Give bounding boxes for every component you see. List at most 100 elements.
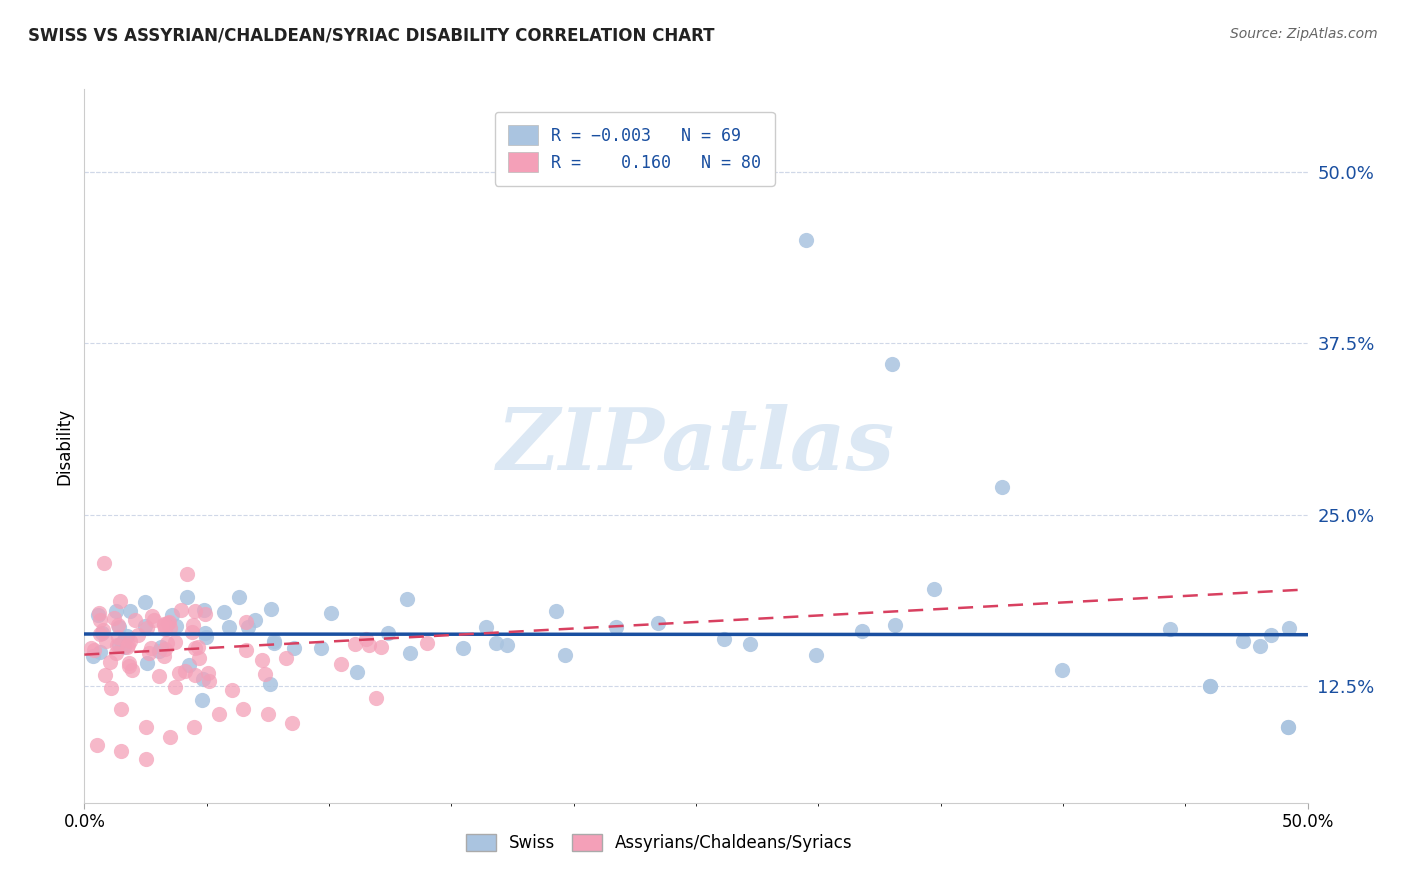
Point bbox=[346, 665, 368, 679]
Point bbox=[1260, 628, 1282, 642]
Point bbox=[236, 620, 259, 634]
Point bbox=[103, 610, 125, 624]
Point bbox=[281, 716, 304, 731]
Point bbox=[738, 637, 761, 651]
Point bbox=[197, 665, 219, 680]
Point bbox=[152, 648, 174, 663]
Point bbox=[183, 618, 205, 632]
Point bbox=[243, 613, 266, 627]
Point bbox=[112, 632, 135, 647]
Point bbox=[647, 615, 669, 630]
Point bbox=[1232, 634, 1254, 648]
Point bbox=[108, 593, 131, 607]
Point bbox=[221, 683, 243, 698]
Point bbox=[82, 649, 104, 664]
Point bbox=[193, 603, 215, 617]
Point bbox=[104, 604, 127, 618]
Point bbox=[167, 665, 190, 680]
Point bbox=[193, 672, 215, 686]
Point bbox=[105, 638, 128, 652]
Point bbox=[149, 640, 172, 654]
Point bbox=[475, 620, 498, 634]
Point bbox=[153, 622, 176, 636]
Point bbox=[135, 621, 157, 635]
Point bbox=[87, 608, 110, 623]
Point bbox=[377, 626, 399, 640]
Point bbox=[713, 632, 735, 647]
Point bbox=[194, 626, 217, 640]
Point bbox=[354, 632, 377, 647]
Point bbox=[195, 630, 218, 644]
Point bbox=[118, 656, 141, 670]
Point bbox=[357, 638, 380, 652]
Point bbox=[135, 752, 157, 766]
Point bbox=[89, 627, 111, 641]
Point bbox=[115, 640, 138, 654]
Point bbox=[141, 608, 163, 623]
Point bbox=[309, 641, 332, 656]
Point bbox=[232, 702, 254, 716]
Point bbox=[218, 620, 240, 634]
Point bbox=[183, 720, 205, 734]
Point bbox=[152, 617, 174, 632]
Point bbox=[110, 744, 132, 758]
Point bbox=[263, 633, 285, 648]
Point bbox=[605, 619, 627, 633]
Point bbox=[134, 595, 156, 609]
Point bbox=[143, 613, 166, 627]
Point bbox=[152, 618, 174, 632]
Point bbox=[176, 590, 198, 604]
Point bbox=[170, 602, 193, 616]
Point bbox=[370, 640, 392, 654]
Text: Source: ZipAtlas.com: Source: ZipAtlas.com bbox=[1230, 27, 1378, 41]
Point bbox=[90, 626, 112, 640]
Point bbox=[159, 621, 181, 635]
Point bbox=[276, 651, 298, 665]
Point bbox=[884, 618, 907, 632]
Point bbox=[922, 582, 945, 596]
Point bbox=[118, 658, 141, 673]
Point bbox=[163, 680, 186, 694]
Point bbox=[174, 665, 197, 679]
Point bbox=[1050, 664, 1073, 678]
Point bbox=[198, 673, 221, 688]
Point bbox=[228, 591, 250, 605]
Point bbox=[111, 636, 134, 650]
Point bbox=[100, 681, 122, 695]
Point bbox=[136, 656, 159, 670]
Text: ZIPatlas: ZIPatlas bbox=[496, 404, 896, 488]
Point bbox=[208, 706, 231, 721]
Point bbox=[283, 641, 305, 656]
Point bbox=[165, 619, 187, 633]
Point bbox=[191, 693, 214, 707]
Point bbox=[157, 616, 180, 631]
Point bbox=[1198, 679, 1220, 693]
Point bbox=[544, 604, 567, 618]
Point bbox=[880, 357, 903, 371]
Point bbox=[93, 556, 115, 570]
Point bbox=[235, 615, 257, 629]
Point bbox=[148, 668, 170, 682]
Point bbox=[183, 668, 205, 682]
Point bbox=[260, 602, 283, 616]
Point bbox=[120, 633, 142, 648]
Point bbox=[259, 677, 281, 691]
Point bbox=[184, 604, 207, 618]
Point bbox=[194, 607, 217, 622]
Point bbox=[117, 638, 139, 652]
Point bbox=[104, 646, 127, 660]
Point bbox=[395, 591, 418, 606]
Point bbox=[153, 641, 176, 656]
Point bbox=[89, 606, 111, 620]
Point bbox=[124, 614, 146, 628]
Point bbox=[107, 618, 129, 632]
Point bbox=[94, 667, 117, 681]
Point bbox=[250, 653, 273, 667]
Point bbox=[91, 623, 114, 637]
Point bbox=[1198, 679, 1220, 693]
Point bbox=[160, 608, 183, 623]
Point bbox=[364, 691, 387, 706]
Point bbox=[1277, 720, 1299, 734]
Point bbox=[415, 636, 437, 650]
Point bbox=[148, 644, 170, 658]
